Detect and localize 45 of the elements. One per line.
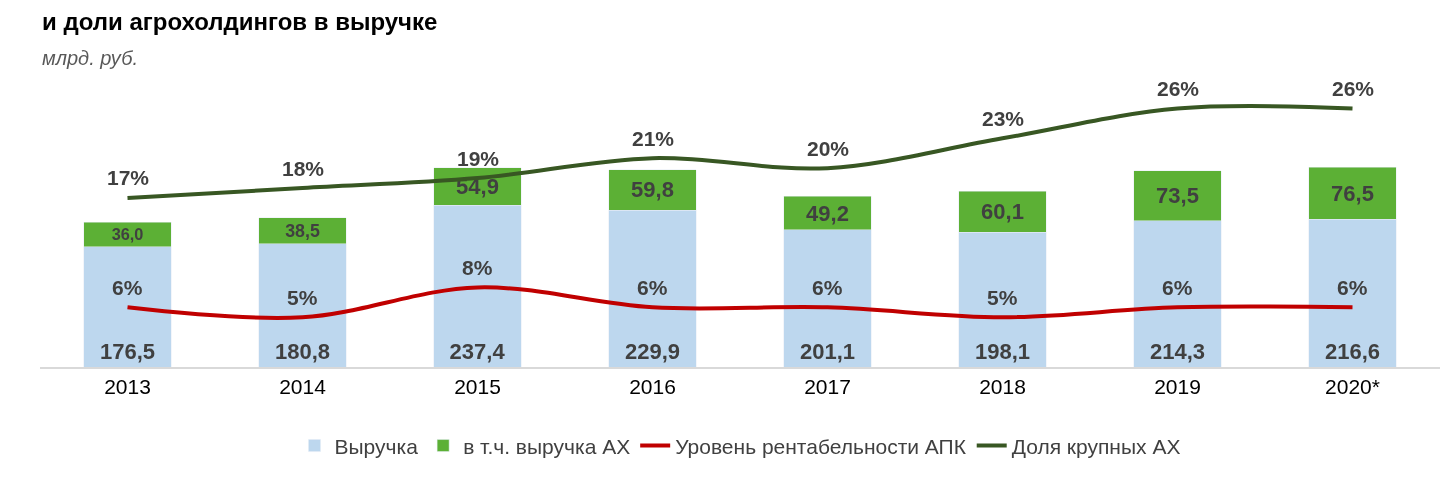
data-label: 6%: [1162, 276, 1193, 299]
data-label: 23%: [982, 107, 1025, 130]
data-label: 19%: [457, 147, 500, 170]
x-tick-label: 2015: [454, 374, 501, 398]
data-label: 60,1: [981, 199, 1024, 225]
data-label: 26%: [1157, 77, 1200, 100]
x-tick-label: 2020*: [1325, 374, 1380, 398]
x-tick-label: 2017: [804, 374, 851, 398]
x-tick-label: 2014: [279, 374, 327, 398]
data-label: 20%: [807, 137, 850, 160]
data-label: 8%: [462, 256, 493, 279]
data-label: 59,8: [631, 177, 674, 203]
legend-label: Уровень рентабельности АПК: [675, 434, 967, 458]
x-tick-label: 2013: [104, 374, 151, 398]
data-label: 198,1: [974, 339, 1031, 364]
data-label: 76,5: [1331, 180, 1374, 206]
x-tick-label: 2016: [629, 374, 676, 398]
data-label: 17%: [107, 166, 150, 189]
data-label: 180,8: [274, 339, 331, 364]
data-label: 237,4: [449, 339, 506, 364]
data-label: 6%: [1337, 276, 1368, 299]
data-label: 229,9: [624, 339, 681, 364]
data-label: 49,2: [806, 200, 849, 226]
data-label: 73,5: [1156, 183, 1199, 209]
data-label: 6%: [112, 276, 143, 299]
data-label: 6%: [637, 276, 668, 299]
data-label: 38,5: [285, 220, 320, 241]
x-tick-label: 2018: [979, 374, 1026, 398]
data-label: 201,1: [799, 339, 856, 364]
legend-label: в т.ч. выручка АХ: [463, 434, 631, 458]
chart-title: и доли агрохолдингов в выручке: [42, 8, 438, 35]
legend-label: Выручка: [334, 434, 419, 458]
data-label: 6%: [812, 276, 843, 299]
chart-subtitle: млрд. руб.: [42, 47, 138, 69]
data-label: 176,5: [99, 339, 156, 364]
data-label: 5%: [287, 286, 318, 309]
x-tick-label: 2019: [1154, 374, 1201, 398]
data-label: 216,6: [1324, 339, 1381, 364]
data-label: 21%: [632, 127, 675, 150]
legend-label: Доля крупных АХ: [1011, 434, 1181, 458]
data-label: 26%: [1332, 77, 1375, 100]
data-label: 18%: [282, 157, 325, 180]
data-label: 36,0: [111, 225, 144, 244]
data-label: 5%: [987, 286, 1018, 309]
data-label: 214,3: [1149, 339, 1206, 364]
